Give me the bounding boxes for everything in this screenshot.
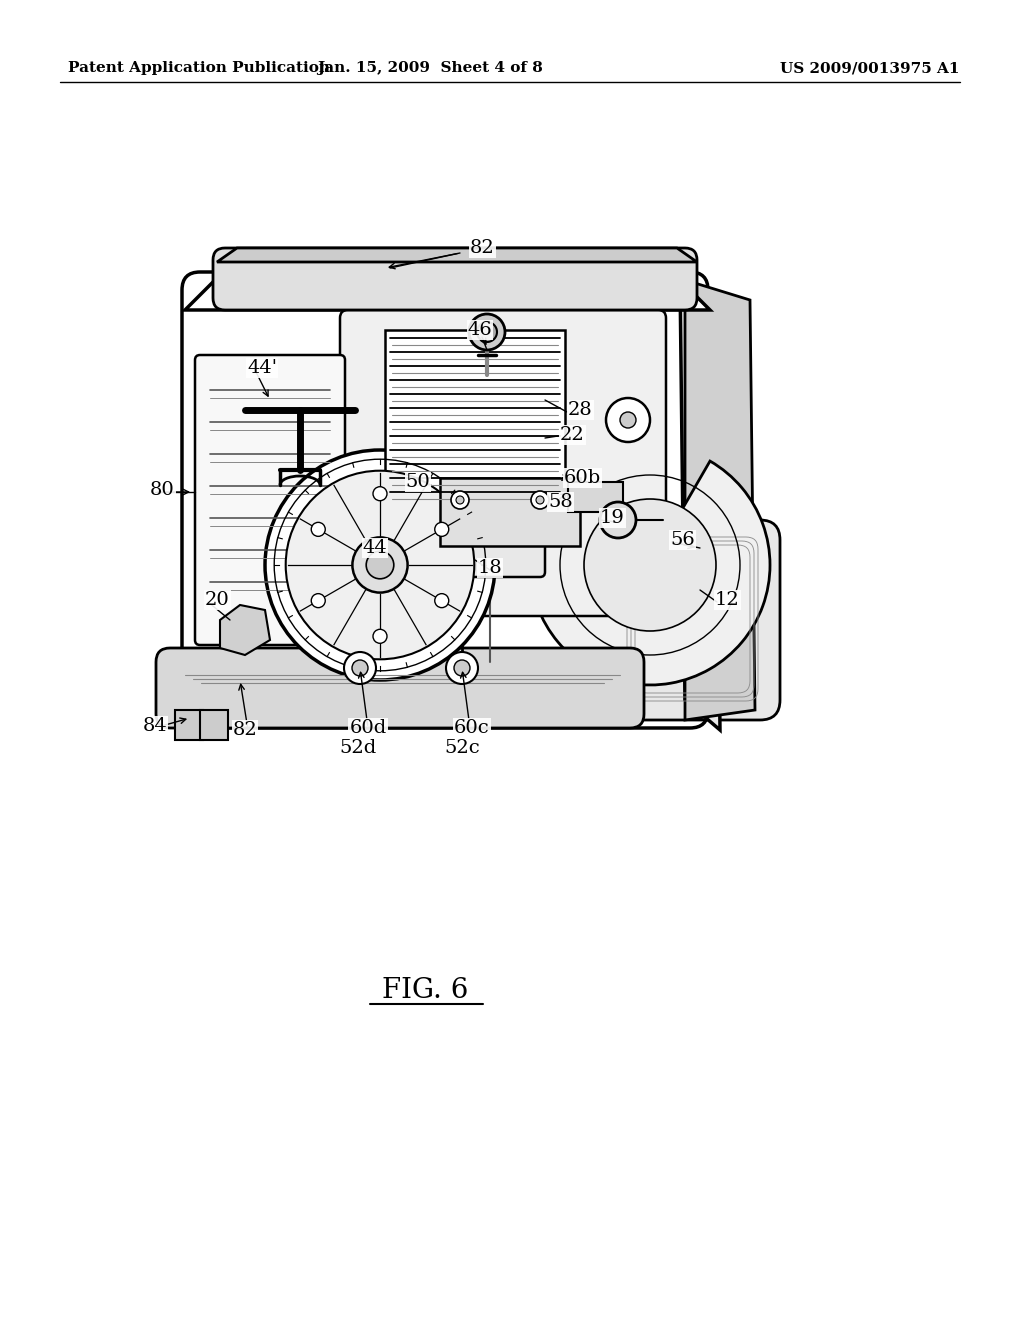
Circle shape — [600, 502, 636, 539]
Text: 60d: 60d — [349, 719, 387, 737]
Text: 18: 18 — [477, 558, 503, 577]
Circle shape — [536, 496, 544, 504]
Polygon shape — [685, 280, 755, 719]
Text: 52c: 52c — [444, 739, 480, 756]
Text: 22: 22 — [560, 426, 585, 444]
FancyBboxPatch shape — [156, 648, 644, 729]
Text: 46: 46 — [468, 321, 493, 339]
Circle shape — [435, 594, 449, 607]
Circle shape — [352, 660, 368, 676]
Circle shape — [446, 652, 478, 684]
Text: 44': 44' — [247, 359, 278, 378]
Text: 20: 20 — [205, 591, 229, 609]
Text: US 2009/0013975 A1: US 2009/0013975 A1 — [780, 61, 959, 75]
Wedge shape — [530, 447, 770, 685]
Circle shape — [344, 652, 376, 684]
Circle shape — [456, 496, 464, 504]
Polygon shape — [217, 248, 697, 261]
Text: 82: 82 — [232, 721, 257, 739]
Circle shape — [373, 630, 387, 643]
Circle shape — [367, 552, 394, 578]
Text: FIG. 6: FIG. 6 — [382, 977, 468, 1003]
FancyBboxPatch shape — [195, 355, 345, 645]
FancyBboxPatch shape — [182, 272, 708, 729]
Circle shape — [454, 660, 470, 676]
Text: Jan. 15, 2009  Sheet 4 of 8: Jan. 15, 2009 Sheet 4 of 8 — [317, 61, 543, 75]
Circle shape — [373, 487, 387, 500]
Circle shape — [531, 491, 549, 510]
Text: 52d: 52d — [339, 739, 377, 756]
Bar — [175, 710, 203, 741]
Text: Patent Application Publication: Patent Application Publication — [68, 61, 330, 75]
Circle shape — [606, 399, 650, 442]
Text: 56: 56 — [670, 531, 694, 549]
Text: 44: 44 — [362, 539, 387, 557]
Circle shape — [469, 314, 505, 350]
FancyBboxPatch shape — [335, 487, 545, 577]
Circle shape — [311, 523, 326, 536]
Text: 60c: 60c — [454, 719, 489, 737]
Bar — [200, 710, 228, 741]
FancyBboxPatch shape — [340, 310, 666, 616]
Circle shape — [620, 412, 636, 428]
FancyBboxPatch shape — [610, 520, 780, 719]
Text: 12: 12 — [715, 591, 739, 609]
Circle shape — [265, 450, 495, 680]
Circle shape — [477, 322, 497, 342]
Bar — [568, 482, 623, 512]
Polygon shape — [680, 280, 720, 730]
Bar — [440, 478, 580, 546]
Text: 50: 50 — [406, 473, 430, 491]
Bar — [385, 330, 565, 500]
Circle shape — [451, 491, 469, 510]
Polygon shape — [185, 280, 710, 310]
Circle shape — [311, 594, 326, 607]
Circle shape — [286, 471, 474, 659]
Text: 60b: 60b — [564, 469, 601, 487]
Text: 80: 80 — [150, 480, 175, 499]
Text: 82: 82 — [470, 239, 495, 257]
Text: 84: 84 — [142, 717, 167, 735]
Text: 58: 58 — [548, 492, 572, 511]
Circle shape — [584, 499, 716, 631]
Text: 28: 28 — [568, 401, 593, 418]
Polygon shape — [220, 605, 270, 655]
FancyBboxPatch shape — [213, 248, 697, 310]
Circle shape — [352, 537, 408, 593]
Circle shape — [435, 523, 449, 536]
Text: 19: 19 — [600, 510, 625, 527]
